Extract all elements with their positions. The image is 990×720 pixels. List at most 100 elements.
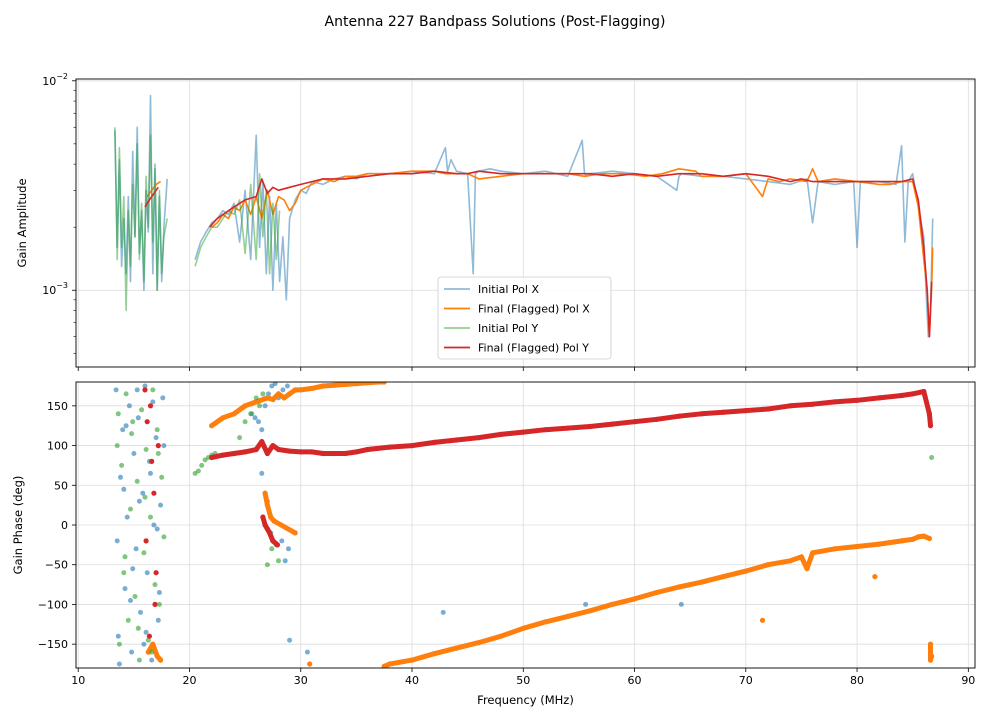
phase-point	[149, 649, 155, 655]
phase-point	[155, 451, 161, 456]
legend-entry: Final (Flagged) Pol Y	[478, 342, 589, 355]
phase-point	[128, 598, 133, 603]
x-tick-label: 40	[405, 674, 419, 687]
phase-point	[125, 617, 131, 623]
phase-point	[279, 538, 285, 544]
legend-entry: Final (Flagged) Pol X	[478, 303, 590, 316]
y-axis-label: Gain Phase (deg)	[11, 476, 25, 575]
phase-point	[120, 427, 126, 433]
phase-point	[116, 641, 122, 647]
phase-point	[257, 403, 263, 409]
phase-point	[136, 498, 142, 504]
phase-point	[248, 411, 254, 417]
phase-point	[150, 387, 156, 393]
phase-point	[146, 633, 152, 639]
y-tick-exponent: −2	[56, 72, 68, 81]
x-tick-label: 20	[182, 674, 196, 687]
phase-point	[266, 391, 271, 397]
phase-point	[149, 458, 155, 464]
phase-point	[121, 570, 127, 576]
amplitude-frame	[75, 78, 976, 368]
x-tick-label: 90	[961, 674, 975, 687]
phase-point	[161, 443, 167, 449]
phase-point	[118, 474, 123, 480]
phase-point	[140, 490, 146, 496]
phase-point	[253, 395, 259, 401]
phase-point	[195, 468, 201, 474]
phase-point	[259, 470, 265, 476]
phase-point	[138, 609, 143, 615]
phase-point	[119, 462, 125, 468]
x-tick-label: 10	[71, 674, 85, 687]
phase-point	[123, 423, 129, 429]
phase-frame	[75, 381, 976, 669]
phase-point	[134, 478, 140, 484]
phase-point	[155, 617, 161, 623]
phase-point	[151, 522, 157, 528]
phase-point	[128, 506, 133, 512]
y-tick-label: 50	[54, 479, 68, 492]
phase-point	[152, 601, 158, 608]
phase-point	[286, 546, 291, 552]
x-tick-label: 60	[628, 674, 642, 687]
phase-point	[199, 462, 205, 468]
phase-track	[262, 490, 298, 536]
phase-point	[269, 546, 275, 552]
y-tick-label: 100	[47, 440, 68, 453]
legend: Initial Pol X Final (Flagged) Pol X Initia…	[437, 276, 612, 360]
x-tick-label: 80	[850, 674, 864, 687]
series-points-final-flagged-pol-y	[142, 387, 934, 639]
phase-point	[145, 637, 151, 643]
phase-point	[280, 387, 286, 393]
phase-point	[307, 661, 313, 667]
legend-box	[437, 276, 612, 360]
phase-point	[132, 594, 138, 599]
x-tick-label: 30	[294, 674, 308, 687]
phase-point	[147, 403, 154, 409]
phase-point	[153, 435, 159, 441]
phase-point	[929, 455, 935, 460]
phase-point	[116, 661, 122, 667]
phase-point	[759, 617, 766, 623]
x-tick-label: 70	[739, 674, 753, 687]
phase-track	[209, 382, 387, 429]
phase-point	[113, 387, 119, 393]
phase-point	[142, 387, 148, 393]
phase-point	[154, 427, 160, 433]
phase-point	[122, 554, 128, 560]
phase-point	[114, 538, 120, 544]
phase-point	[134, 387, 140, 393]
phase-track	[928, 641, 935, 663]
phase-point	[678, 601, 684, 607]
y-tick-base: 10	[42, 75, 56, 88]
phase-point	[154, 526, 160, 532]
phase-point	[256, 419, 261, 425]
y-tick-label: 150	[47, 400, 68, 413]
phase-point	[143, 447, 149, 452]
y-tick-label: 10−2	[42, 72, 68, 88]
phase-point	[130, 566, 136, 572]
y-tick-label: −50	[45, 559, 68, 572]
y-axis-label: Gain Amplitude	[15, 178, 29, 267]
phase-point	[158, 502, 164, 508]
phase-point	[237, 435, 243, 441]
phase-point	[149, 657, 155, 663]
phase-point	[148, 514, 153, 520]
phase-point	[139, 407, 145, 413]
phase-point	[136, 657, 142, 663]
phase-point	[252, 415, 258, 421]
phase-point	[144, 570, 150, 576]
phase-axes: 10 20 30 40 50 60 70 80 90 −150 −100 −50 0 50 100 150 Ga…	[11, 381, 976, 707]
phase-point	[152, 582, 158, 588]
phase-point	[143, 629, 149, 635]
phase-point	[124, 514, 130, 520]
phase-point	[141, 641, 147, 647]
phase-point	[150, 399, 156, 405]
phase-point	[129, 649, 135, 655]
phase-point	[115, 633, 121, 639]
phase-point	[264, 562, 270, 568]
phase-point	[276, 558, 281, 564]
phase-point	[282, 558, 288, 564]
phase-point	[135, 415, 141, 421]
